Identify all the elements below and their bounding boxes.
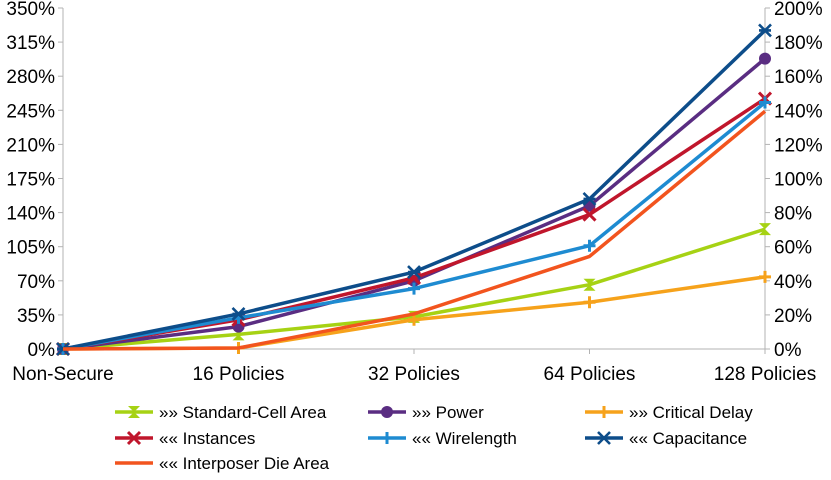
y-right-tick-label: 80% [774, 204, 812, 225]
series-point [759, 270, 771, 283]
series-point [759, 52, 771, 65]
y-right-tick-label: 180% [774, 33, 823, 54]
legend-item: »» Critical Delay [585, 403, 753, 422]
series-point [583, 239, 596, 252]
y-left-tick-label: 280% [6, 67, 55, 88]
y-right-tick-label: 100% [774, 170, 823, 191]
y-right-tick-label: 200% [774, 0, 823, 20]
legend-swatch-marker [126, 430, 142, 446]
chart-axes: 0% 35% 70% 105% 140% 175% 210% 245% 280% 315% 350%… [6, 0, 822, 385]
legend-item: »» Standard-Cell Area [115, 403, 327, 422]
series-line [62, 109, 767, 351]
x-tick-label: 32 Policies [368, 364, 460, 385]
y-right-tick-label: 20% [774, 306, 812, 327]
legend-swatch-marker [128, 406, 140, 418]
legend-label: «« Interposer Die Area [159, 454, 330, 473]
series-point [582, 207, 597, 222]
legend-item: »» Power [368, 403, 484, 422]
y-left-tick-label: 35% [17, 306, 55, 327]
legend-swatch-marker [381, 432, 393, 444]
y-left-tick-label: 350% [6, 0, 55, 20]
series-layer [55, 23, 773, 357]
series-point [407, 265, 421, 279]
y-left-tick-label: 0% [28, 340, 56, 361]
series-point [759, 223, 771, 236]
legend-item: «« Wirelength [368, 429, 517, 448]
y-left-tick-label: 70% [17, 272, 55, 293]
y-right-tick-label: 160% [774, 67, 823, 88]
y-left-tick-label: 315% [6, 33, 55, 54]
series-1 [57, 52, 771, 355]
y-right-tick-label: 40% [774, 272, 812, 293]
x-tick-label: Non-Secure [12, 364, 113, 385]
legend-swatch-marker [381, 406, 393, 418]
legend-label: «« Capacitance [629, 429, 747, 448]
series-point [582, 192, 597, 206]
y-right-tick-label: 0% [774, 340, 802, 361]
y-right-tick-label: 60% [774, 238, 812, 259]
x-tick-label: 16 Policies [193, 364, 285, 385]
y-right-tick-label: 140% [774, 101, 823, 122]
y-right-tick-label: 120% [774, 135, 823, 156]
series-point [231, 307, 246, 321]
series-point [583, 278, 596, 291]
legend-label: »» Critical Delay [629, 403, 753, 422]
y-left-tick-label: 105% [6, 238, 55, 259]
legend-label: «« Wirelength [412, 429, 517, 448]
legend: »» Standard-Cell Area »» Power »» Critical… [115, 403, 753, 473]
legend-item: «« Capacitance [585, 429, 747, 448]
legend-label: »» Power [412, 403, 484, 422]
legend-label: «« Instances [159, 429, 255, 448]
legend-swatch-marker [598, 406, 610, 418]
y-left-tick-label: 245% [6, 101, 55, 122]
series-point [408, 313, 420, 326]
series-point [583, 296, 596, 309]
y-left-tick-label: 210% [6, 135, 55, 156]
series-point [408, 282, 420, 295]
y-left-tick-label: 140% [6, 204, 55, 225]
series-line [62, 57, 767, 351]
series-point [758, 23, 772, 38]
y-left-tick-label: 175% [6, 170, 55, 191]
legend-item: «« Interposer Die Area [115, 454, 330, 473]
legend-swatch-marker [597, 431, 611, 445]
series-point [759, 96, 771, 109]
series-5 [56, 23, 772, 356]
legend-item: «« Instances [115, 429, 255, 448]
x-tick-label: 128 Policies [714, 364, 816, 385]
legend-label: »» Standard-Cell Area [159, 403, 327, 422]
series-6 [62, 109, 767, 351]
x-tick-label: 64 Policies [544, 364, 636, 385]
